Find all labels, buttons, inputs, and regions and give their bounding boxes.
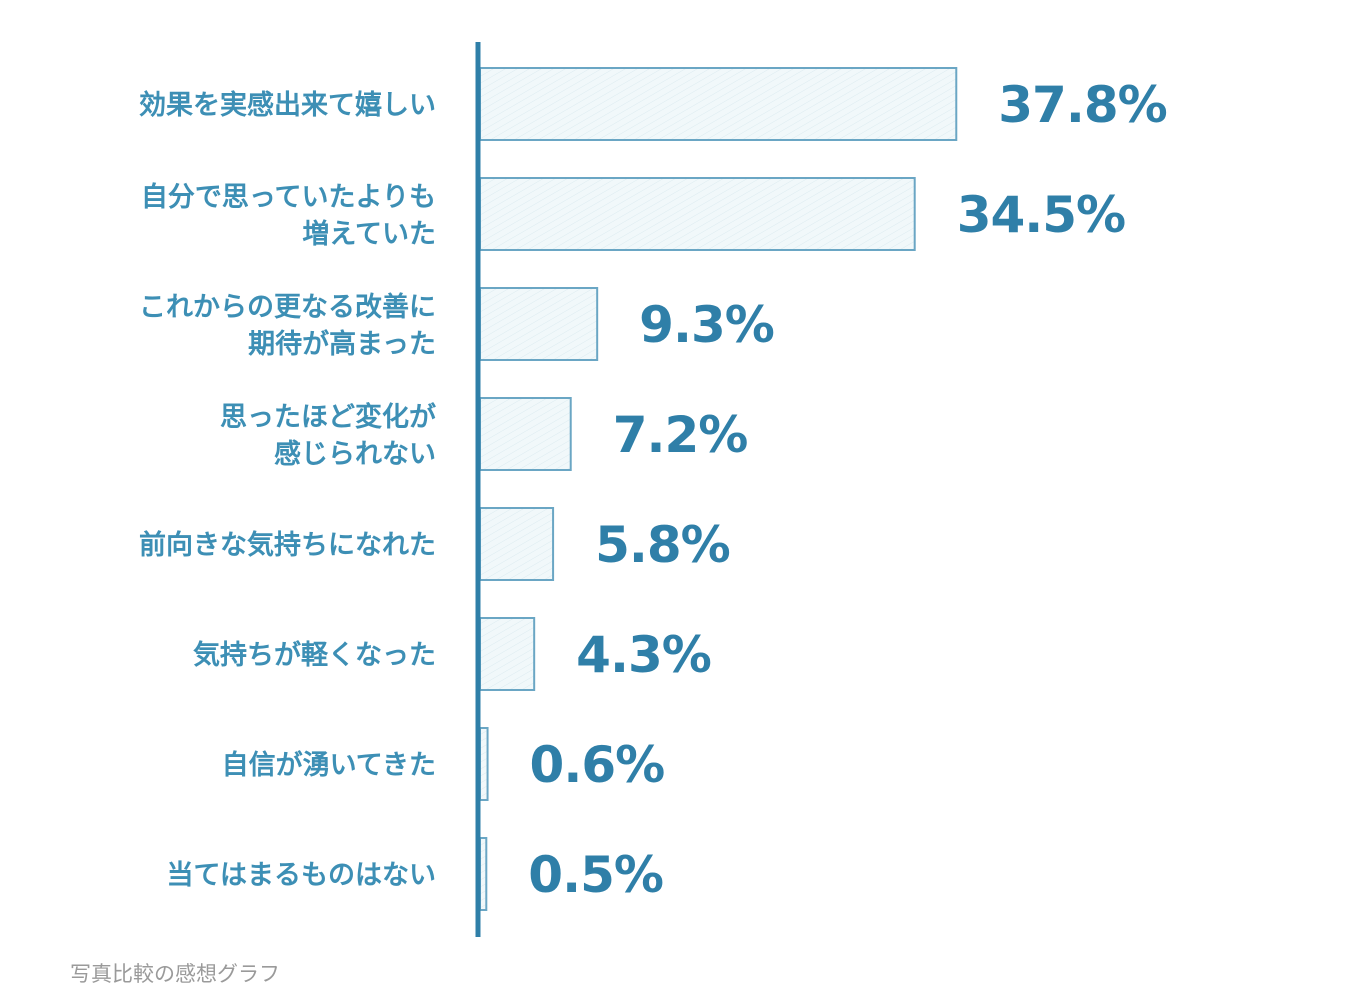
bar <box>479 837 488 911</box>
value-label: 7.2% <box>613 406 748 464</box>
category-label: 思ったほど変化が <box>220 401 436 433</box>
value-label: 9.3% <box>639 296 774 354</box>
bar <box>479 507 555 581</box>
value-label: 0.5% <box>528 846 663 904</box>
bar <box>479 727 489 801</box>
bar <box>479 397 572 471</box>
category-label: 自分で思っていたよりも <box>141 181 436 213</box>
category-label: 当てはまるものはない <box>167 860 436 891</box>
category-label: 効果を実感出来て嬉しい <box>139 89 436 121</box>
category-label: 自信が湧いてきた <box>222 749 436 781</box>
category-label: 期待が高まった <box>248 328 436 360</box>
category-label: 感じられない <box>274 438 436 470</box>
category-label: 前向きな気持ちになれた <box>139 529 436 561</box>
bar <box>479 287 599 361</box>
value-label: 34.5% <box>957 186 1125 244</box>
value-label: 37.8% <box>998 76 1166 134</box>
bar <box>479 67 958 141</box>
value-label: 4.3% <box>576 626 711 684</box>
bar <box>479 177 916 251</box>
bar <box>479 617 536 691</box>
category-label: これからの更なる改善に <box>139 291 436 323</box>
category-label: 気持ちが軽くなった <box>193 639 436 671</box>
category-label: 増えていた <box>302 218 436 250</box>
chart-caption: 写真比較の感想グラフ <box>70 962 280 986</box>
value-label: 5.8% <box>595 516 730 574</box>
value-label: 0.6% <box>530 736 665 794</box>
